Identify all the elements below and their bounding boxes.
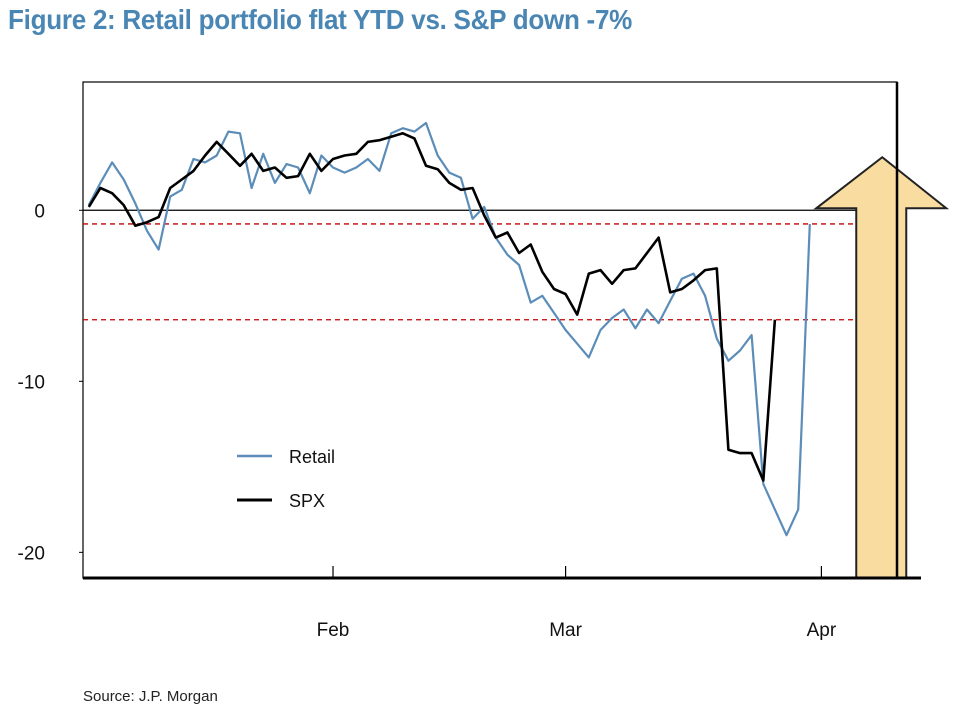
legend: Retail SPX <box>237 447 335 511</box>
series-line-spx <box>87 132 777 482</box>
x-tick-label: Apr <box>807 620 837 641</box>
annotation-arrow-group <box>813 155 950 579</box>
axes-group: 0 -10 -20 Feb Mar Apr <box>18 82 921 641</box>
y-tick-label: -20 <box>18 543 45 564</box>
x-tick-label: Feb <box>317 620 350 641</box>
series-group <box>87 121 811 537</box>
legend-label-spx: SPX <box>289 491 325 511</box>
up-arrow-annotation <box>813 155 950 579</box>
chart-title: Figure 2: Retail portfolio flat YTD vs. … <box>8 4 633 35</box>
legend-label-retail: Retail <box>289 447 335 467</box>
source-note: Source: J.P. Morgan <box>83 688 218 705</box>
x-tick-label: Mar <box>549 620 582 641</box>
plot-area <box>82 81 898 579</box>
y-tick-label: -10 <box>18 372 45 393</box>
plot-frame <box>82 81 898 579</box>
y-tick-label: 0 <box>34 201 45 222</box>
